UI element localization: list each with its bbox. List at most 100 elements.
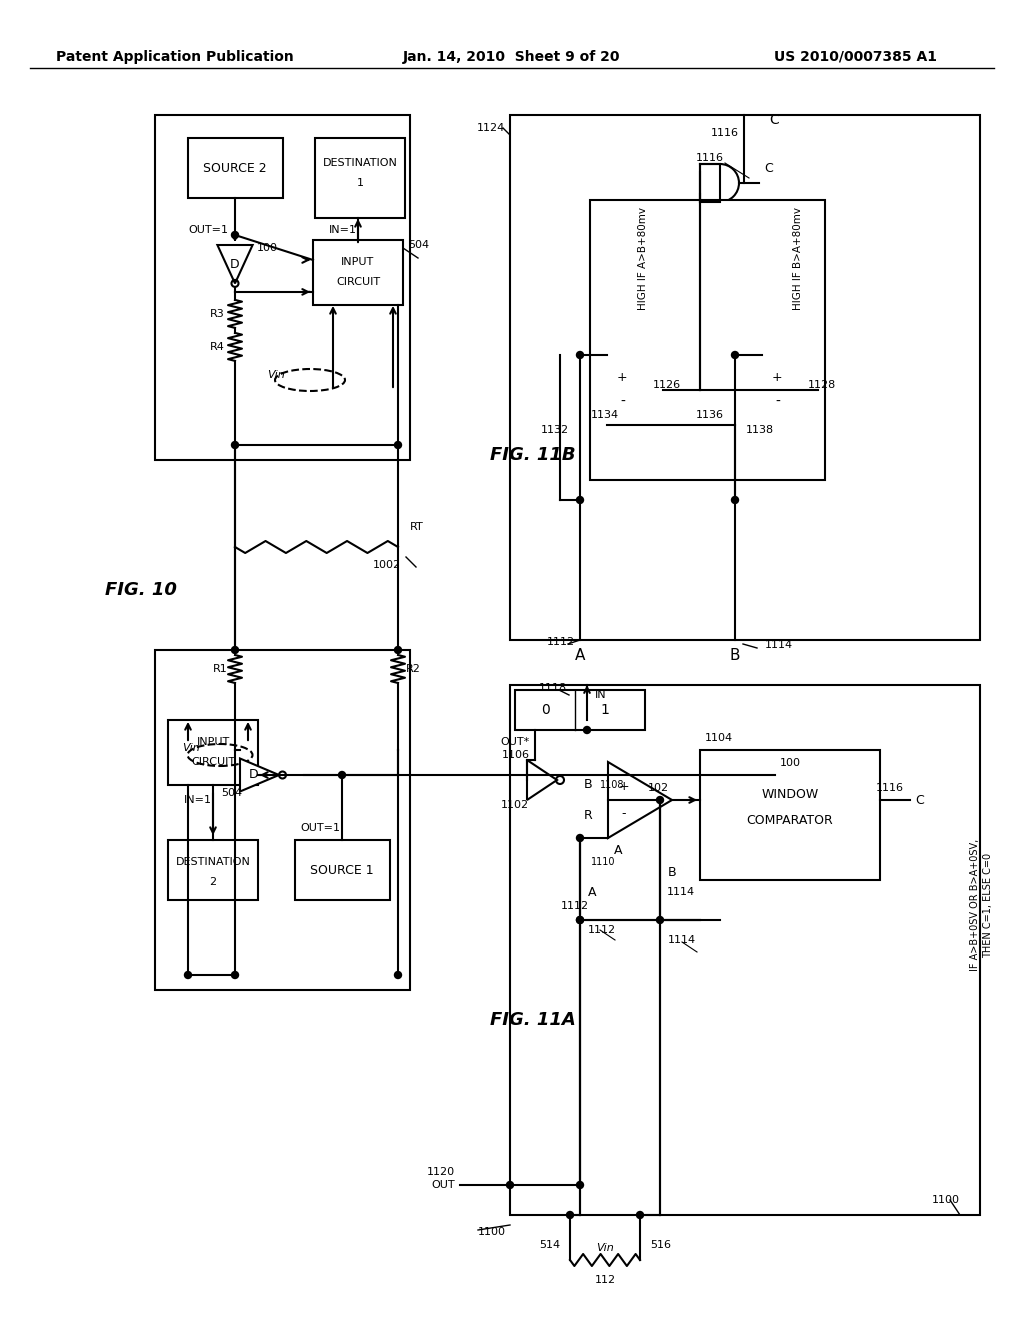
Text: 1108: 1108 bbox=[600, 780, 625, 789]
Text: B: B bbox=[730, 648, 740, 663]
Text: THEN C=1, ELSE C=0: THEN C=1, ELSE C=0 bbox=[983, 853, 993, 957]
Circle shape bbox=[231, 441, 239, 449]
Circle shape bbox=[184, 972, 191, 978]
Polygon shape bbox=[762, 355, 818, 425]
Text: 1136: 1136 bbox=[696, 411, 724, 420]
Text: Patent Application Publication: Patent Application Publication bbox=[56, 50, 294, 63]
Bar bbox=[510, 115, 980, 640]
Text: 1124: 1124 bbox=[477, 123, 505, 133]
Text: 1120: 1120 bbox=[427, 1167, 455, 1177]
Text: 100: 100 bbox=[257, 243, 278, 253]
Text: HIGH IF B>A+80mv: HIGH IF B>A+80mv bbox=[793, 206, 803, 309]
Circle shape bbox=[339, 771, 345, 779]
Text: -: - bbox=[622, 807, 627, 820]
Circle shape bbox=[656, 796, 664, 804]
Text: R3: R3 bbox=[210, 309, 224, 319]
Circle shape bbox=[507, 1181, 513, 1188]
Circle shape bbox=[577, 834, 584, 842]
Circle shape bbox=[394, 972, 401, 978]
Text: FIG. 11B: FIG. 11B bbox=[490, 446, 575, 465]
Text: 1112: 1112 bbox=[547, 638, 575, 647]
Text: 1102: 1102 bbox=[501, 800, 529, 810]
Text: CIRCUIT: CIRCUIT bbox=[336, 277, 380, 286]
Text: INPUT: INPUT bbox=[197, 737, 229, 747]
Text: 1114: 1114 bbox=[668, 935, 696, 945]
Circle shape bbox=[577, 351, 584, 359]
Circle shape bbox=[231, 972, 239, 978]
Bar bbox=[590, 201, 825, 480]
Circle shape bbox=[577, 1181, 584, 1188]
Polygon shape bbox=[527, 760, 557, 800]
Text: 1116: 1116 bbox=[876, 783, 904, 793]
Text: A: A bbox=[613, 843, 623, 857]
Circle shape bbox=[731, 351, 738, 359]
Text: 1116: 1116 bbox=[696, 153, 724, 162]
Text: 0: 0 bbox=[541, 704, 549, 717]
Text: COMPARATOR: COMPARATOR bbox=[746, 813, 834, 826]
Text: IF A>B+0SV OR B>A+0SV,: IF A>B+0SV OR B>A+0SV, bbox=[970, 840, 980, 972]
Text: OUT=1: OUT=1 bbox=[300, 822, 340, 833]
Text: FIG. 10: FIG. 10 bbox=[105, 581, 177, 599]
Text: Vin: Vin bbox=[182, 743, 200, 752]
Text: B: B bbox=[584, 779, 592, 791]
Text: D: D bbox=[230, 257, 240, 271]
Text: R1: R1 bbox=[213, 664, 227, 675]
Text: DESTINATION: DESTINATION bbox=[323, 158, 397, 168]
Text: SOURCE 2: SOURCE 2 bbox=[203, 161, 267, 174]
Circle shape bbox=[577, 916, 584, 924]
Circle shape bbox=[394, 441, 401, 449]
Text: 1132: 1132 bbox=[541, 425, 569, 436]
Text: 1100: 1100 bbox=[478, 1228, 506, 1237]
Bar bbox=[510, 685, 980, 1214]
Circle shape bbox=[577, 916, 584, 924]
Bar bbox=[700, 164, 720, 202]
Text: R2: R2 bbox=[406, 664, 421, 675]
Text: A: A bbox=[588, 887, 597, 899]
Text: C: C bbox=[915, 793, 924, 807]
Text: -: - bbox=[620, 395, 625, 409]
Text: +: + bbox=[617, 371, 628, 384]
Text: 1128: 1128 bbox=[808, 380, 837, 389]
Text: Vin: Vin bbox=[596, 1243, 613, 1253]
Circle shape bbox=[566, 1212, 573, 1218]
Text: 1: 1 bbox=[600, 704, 609, 717]
Text: 2: 2 bbox=[210, 876, 216, 887]
Text: OUT=1: OUT=1 bbox=[188, 224, 228, 235]
Circle shape bbox=[231, 647, 239, 653]
Text: HIGH IF A>B+80mv: HIGH IF A>B+80mv bbox=[638, 206, 648, 309]
Text: 1100: 1100 bbox=[932, 1195, 961, 1205]
Bar bbox=[295, 840, 390, 900]
Text: 1116: 1116 bbox=[711, 128, 739, 139]
Text: Jan. 14, 2010  Sheet 9 of 20: Jan. 14, 2010 Sheet 9 of 20 bbox=[403, 50, 621, 63]
Text: 112: 112 bbox=[595, 1275, 615, 1284]
Text: 1: 1 bbox=[356, 178, 364, 187]
Circle shape bbox=[656, 916, 664, 924]
Text: 1118: 1118 bbox=[539, 682, 567, 693]
Text: IN=1: IN=1 bbox=[329, 224, 357, 235]
Text: -: - bbox=[775, 395, 780, 409]
Text: 1104: 1104 bbox=[705, 733, 733, 743]
Text: C: C bbox=[769, 114, 778, 127]
Text: 1138: 1138 bbox=[745, 425, 774, 436]
Circle shape bbox=[231, 231, 239, 239]
Bar bbox=[155, 649, 410, 990]
Text: 100: 100 bbox=[780, 758, 801, 768]
Text: 514: 514 bbox=[539, 1239, 560, 1250]
Bar bbox=[315, 139, 406, 218]
Text: 1112: 1112 bbox=[561, 902, 589, 911]
Text: 1114: 1114 bbox=[667, 887, 695, 898]
Bar bbox=[168, 840, 258, 900]
Bar bbox=[700, 750, 880, 880]
Bar bbox=[188, 139, 283, 198]
Circle shape bbox=[577, 496, 584, 503]
Text: US 2010/0007385 A1: US 2010/0007385 A1 bbox=[773, 50, 937, 63]
Text: SOURCE 1: SOURCE 1 bbox=[310, 863, 374, 876]
Text: C: C bbox=[765, 161, 773, 174]
Circle shape bbox=[731, 496, 738, 503]
Text: 1110: 1110 bbox=[591, 857, 615, 867]
Bar bbox=[168, 719, 258, 785]
Text: IN=1: IN=1 bbox=[184, 795, 212, 805]
Text: B: B bbox=[668, 866, 677, 879]
Text: +: + bbox=[772, 371, 782, 384]
Text: 1106: 1106 bbox=[502, 750, 530, 760]
